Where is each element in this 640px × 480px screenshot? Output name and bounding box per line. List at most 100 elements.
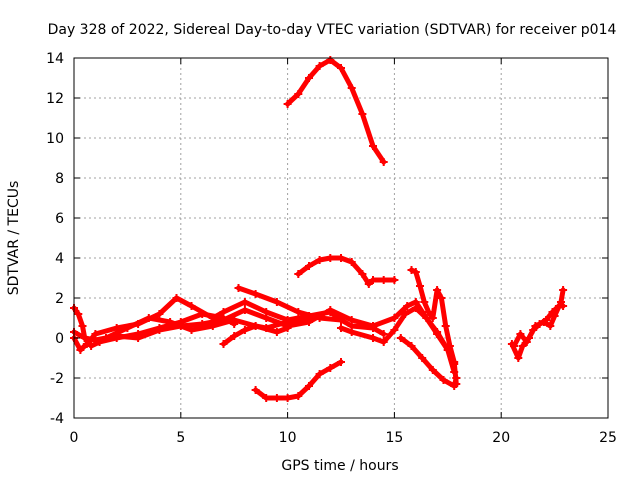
data-point-marker: [559, 302, 568, 310]
series-arc-5: [219, 314, 313, 348]
data-point-marker: [411, 268, 420, 276]
data-point-marker: [450, 358, 459, 366]
data-point-marker: [518, 342, 527, 350]
plot-frame: [73, 57, 609, 419]
data-point-marker: [230, 332, 239, 340]
data-point-marker: [390, 326, 399, 334]
data-point-marker: [294, 308, 303, 316]
data-point-marker: [347, 84, 356, 92]
data-point-marker: [219, 308, 228, 316]
data-point-marker: [262, 324, 271, 332]
data-point-marker: [326, 306, 335, 314]
data-point-marker: [87, 342, 96, 350]
x-tick-label: 5: [176, 430, 185, 446]
data-point-marker: [369, 322, 377, 330]
x-tick-label: 0: [70, 430, 79, 446]
series-arc-6: [234, 284, 345, 324]
data-point-marker: [390, 276, 399, 284]
data-point-marker: [272, 328, 281, 336]
data-point-marker: [155, 326, 164, 334]
y-tick-label: 2: [55, 291, 64, 307]
data-point-marker: [411, 304, 420, 312]
data-point-marker: [542, 316, 551, 324]
data-point-marker: [76, 346, 85, 354]
data-point-marker: [294, 270, 303, 278]
data-point-marker: [369, 334, 377, 342]
data-point-marker: [305, 74, 313, 82]
data-point-marker: [337, 324, 345, 332]
data-point-marker: [294, 392, 303, 400]
data-point-marker: [240, 306, 249, 314]
data-point-marker: [379, 158, 388, 166]
data-point-marker: [305, 262, 313, 270]
y-axis-label: SDTVAR / TECUs: [6, 181, 22, 296]
data-point-marker: [74, 310, 83, 318]
data-point-marker: [337, 358, 345, 366]
data-point-marker: [407, 266, 416, 274]
data-point-marker: [315, 314, 324, 322]
data-point-marker: [337, 64, 345, 72]
y-tick-label: -4: [50, 411, 64, 427]
data-point-marker: [251, 386, 260, 394]
data-point-marker: [516, 330, 525, 338]
data-point-marker: [379, 330, 388, 338]
data-point-marker: [416, 282, 424, 290]
data-point-marker: [337, 316, 345, 324]
data-point-marker: [272, 298, 281, 306]
data-point-marker: [529, 326, 538, 334]
data-point-marker: [91, 336, 100, 344]
series-arc-12: [251, 358, 345, 402]
data-point-marker: [358, 270, 367, 278]
y-tick-label: -2: [50, 371, 64, 387]
data-point-marker: [337, 254, 345, 262]
data-point-marker: [305, 382, 313, 390]
x-axis-label: GPS time / hours: [281, 458, 398, 474]
series-arc-7: [337, 304, 459, 368]
data-point-marker: [401, 310, 410, 318]
data-point-marker: [315, 256, 324, 264]
series-trace: [285, 57, 387, 165]
data-point-marker: [424, 308, 433, 316]
y-tick-label: 4: [55, 251, 64, 267]
data-series: [70, 56, 568, 402]
data-point-marker: [407, 342, 416, 350]
data-point-marker: [439, 376, 448, 384]
axis-ticks: [73, 57, 609, 419]
data-point-marker: [155, 310, 164, 318]
data-point-marker: [433, 330, 442, 338]
data-point-marker: [418, 354, 427, 362]
x-tick-label: 10: [279, 430, 297, 446]
data-point-marker: [240, 298, 249, 306]
data-point-marker: [315, 62, 324, 70]
data-point-marker: [548, 308, 557, 316]
data-point-marker: [452, 380, 461, 388]
data-point-marker: [315, 370, 324, 378]
x-tick-label: 20: [492, 430, 510, 446]
data-point-marker: [262, 394, 271, 402]
data-point-marker: [208, 322, 217, 330]
data-point-marker: [283, 100, 292, 108]
data-point-marker: [144, 314, 153, 322]
data-point-marker: [522, 338, 531, 346]
data-point-marker: [437, 294, 446, 302]
data-point-marker: [379, 276, 388, 284]
data-point-marker: [546, 322, 555, 330]
data-point-marker: [403, 302, 412, 310]
data-point-marker: [219, 340, 228, 348]
data-point-marker: [172, 294, 181, 302]
data-point-marker: [187, 302, 196, 310]
series-arc-10: [283, 56, 388, 166]
data-point-marker: [78, 322, 87, 330]
y-tick-label: 0: [55, 331, 64, 347]
data-point-marker: [428, 314, 437, 322]
data-point-marker: [230, 316, 239, 324]
series-arc-11: [294, 254, 399, 288]
data-point-marker: [390, 314, 399, 322]
y-tick-label: 14: [46, 51, 64, 67]
data-point-marker: [326, 364, 335, 372]
data-point-marker: [82, 340, 91, 348]
data-point-marker: [433, 286, 442, 294]
x-tick-labels: 0 5 10 15 20 25: [70, 430, 617, 446]
data-point-marker: [428, 366, 437, 374]
